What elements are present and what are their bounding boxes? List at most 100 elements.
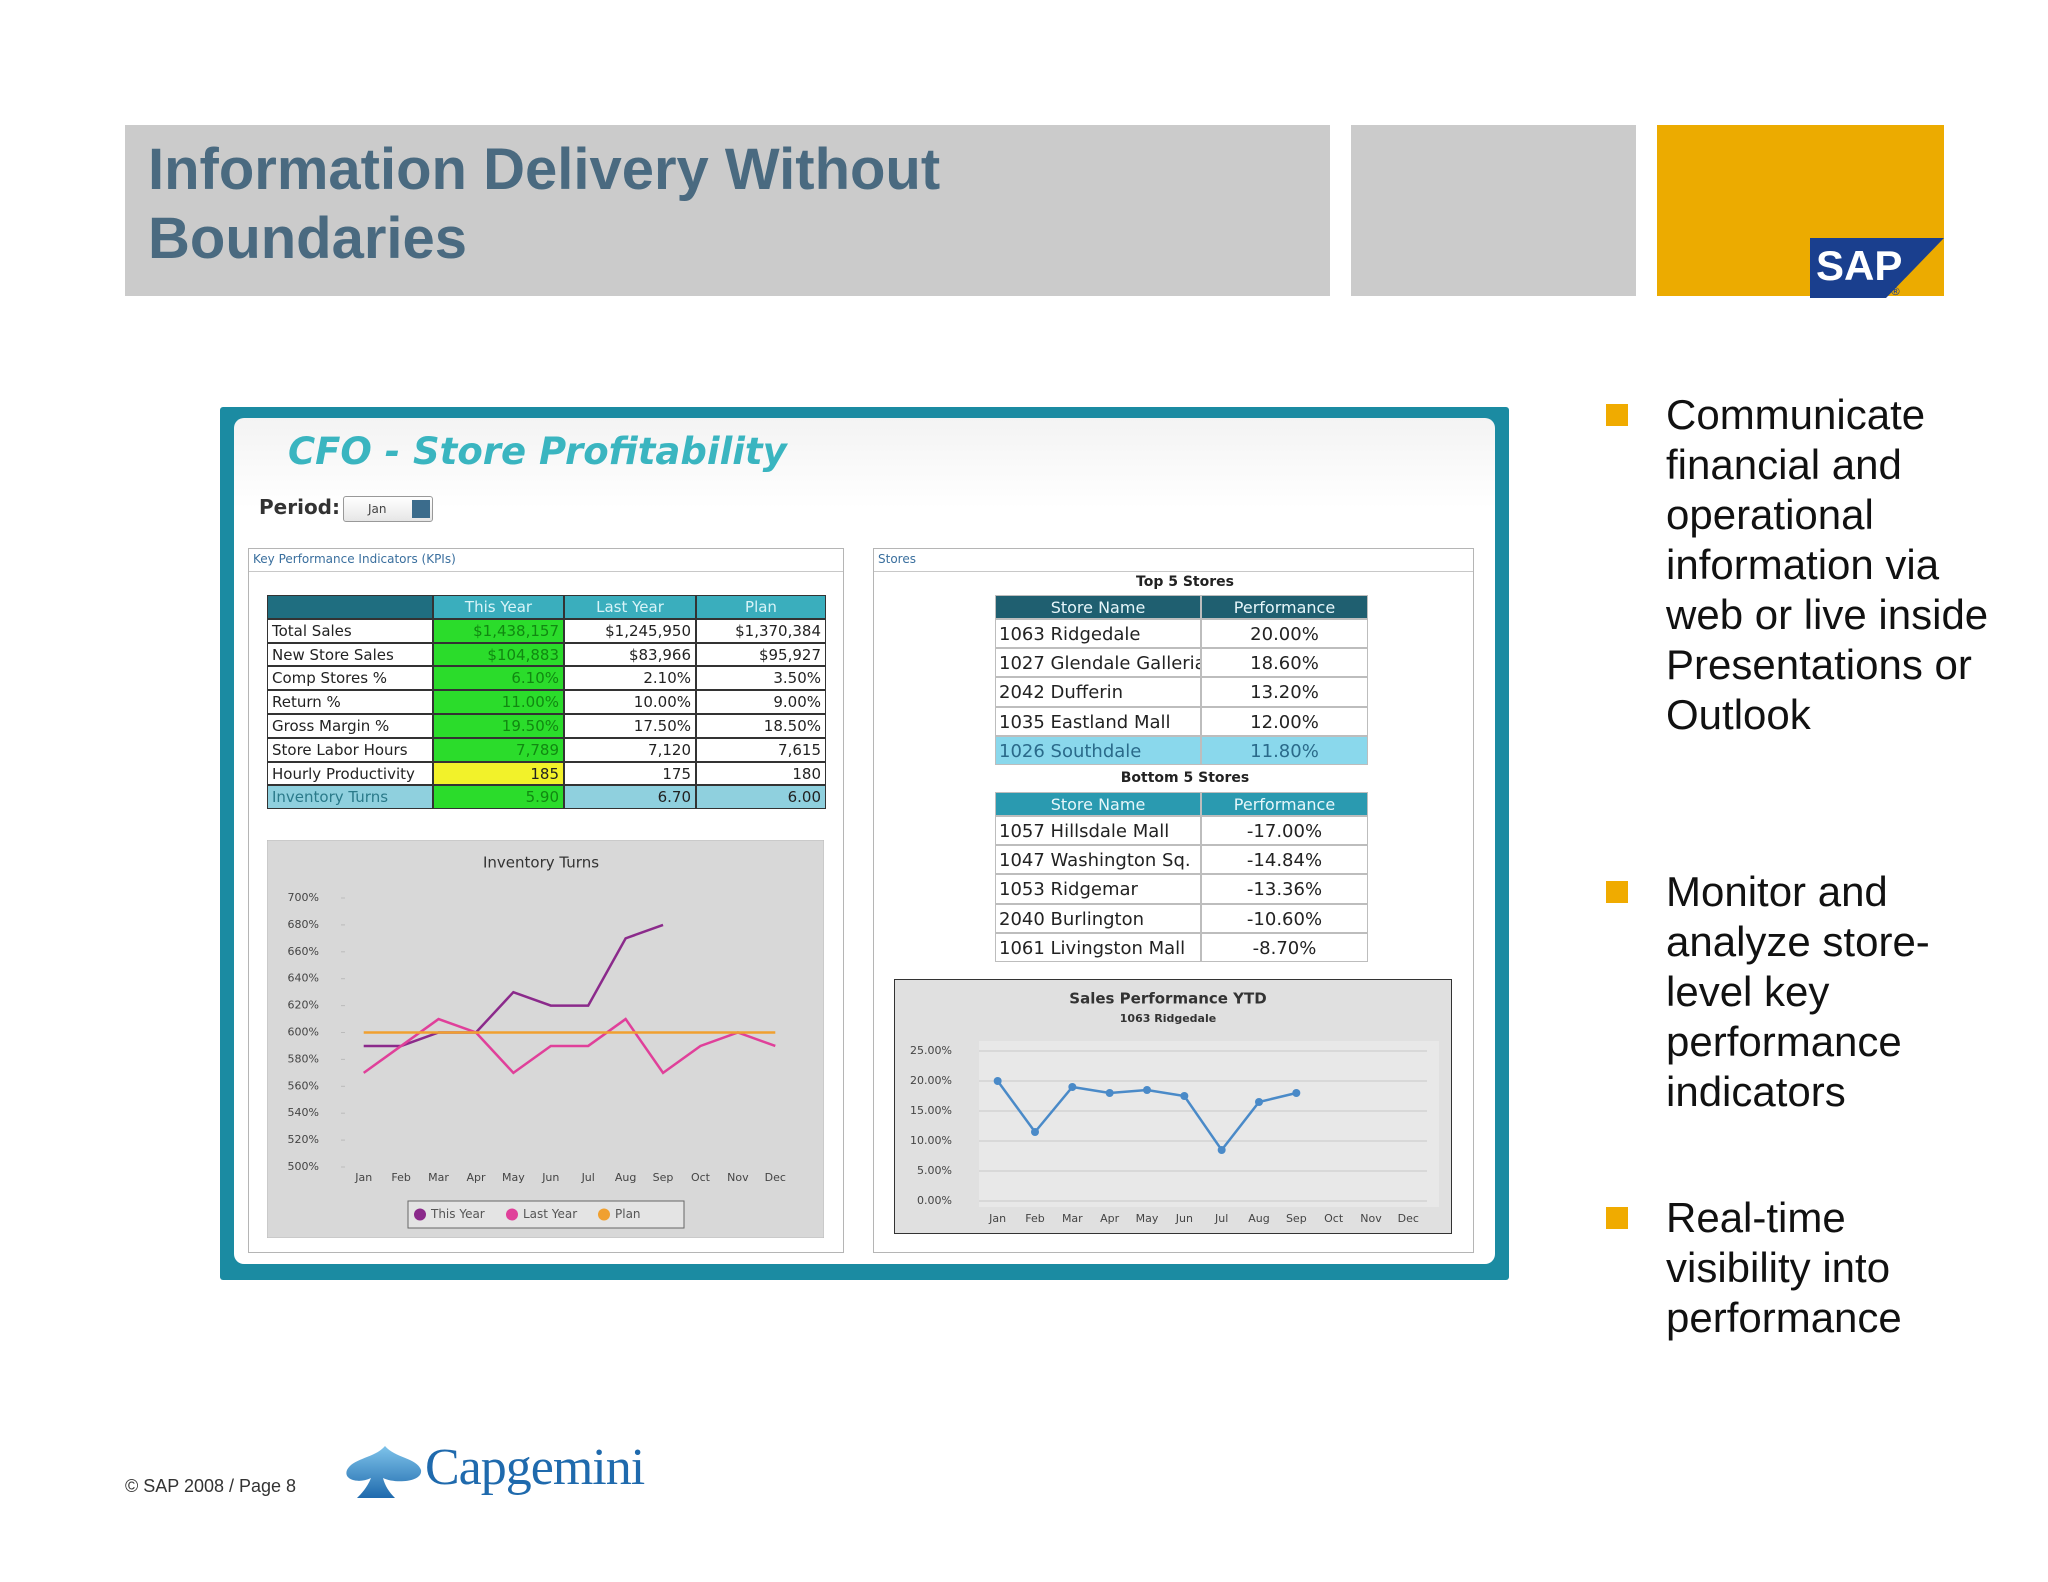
dropdown-button[interactable] xyxy=(412,500,430,518)
table-header-cell: Store Name xyxy=(995,595,1201,619)
inventory-chart: Inventory Turns 700% 680% 660% 640% 620% 600% 5… xyxy=(267,840,824,1238)
table-cell: 13.20% xyxy=(1201,677,1368,707)
y-tick-label: 700% xyxy=(288,891,319,904)
y-tick-label: 600% xyxy=(288,1026,319,1039)
legend-box xyxy=(407,1200,685,1229)
table-cell: 175 xyxy=(564,761,696,786)
y-tick-label: 500% xyxy=(288,1160,319,1173)
table-cell: -13.36% xyxy=(1201,874,1368,904)
table-cell: 18.60% xyxy=(1201,648,1368,678)
table-title: Top 5 Stores xyxy=(1136,574,1234,590)
table-cell: 1053 Ridgemar xyxy=(995,874,1201,904)
table-cell: -14.84% xyxy=(1201,845,1368,875)
sap-logo-shape xyxy=(1810,238,1944,298)
y-tick-label: 680% xyxy=(288,918,319,931)
header-block xyxy=(1351,125,1636,296)
x-tick-label: Dec xyxy=(1398,1212,1419,1225)
row-label: Inventory Turns xyxy=(267,785,433,810)
data-point xyxy=(1105,1089,1114,1097)
panel-divider xyxy=(874,571,1473,572)
data-point xyxy=(1180,1092,1189,1100)
table-title: Bottom 5 Stores xyxy=(1120,770,1250,786)
x-tick-label: Nov xyxy=(1360,1212,1382,1225)
row-label: Store Labor Hours xyxy=(267,737,433,762)
table-cell: 1026 Southdale xyxy=(995,735,1201,765)
x-tick-label: Feb xyxy=(1025,1212,1044,1225)
title-bar xyxy=(125,125,1330,296)
data-point xyxy=(1217,1146,1226,1154)
bullet-marker xyxy=(1606,404,1628,426)
y-tick-label: 580% xyxy=(288,1052,319,1065)
legend-swatch xyxy=(506,1208,518,1221)
table-cell: 18.50% xyxy=(696,714,826,738)
x-tick-label: Aug xyxy=(1248,1212,1269,1225)
x-tick-label: Feb xyxy=(391,1171,410,1184)
data-point xyxy=(1068,1083,1077,1091)
sales-chart: Sales Performance YTD 1063 Ridgedale 25.00… xyxy=(894,979,1452,1234)
bullet-marker xyxy=(1606,1207,1628,1229)
x-tick-label: Jul xyxy=(1214,1212,1228,1225)
x-tick-label: Nov xyxy=(727,1171,749,1184)
table-cell: 180 xyxy=(696,761,826,786)
bullet-marker xyxy=(1606,881,1628,903)
x-tick-label: May xyxy=(1136,1212,1159,1225)
period-label: Period: xyxy=(259,495,340,519)
x-tick-label: Mar xyxy=(428,1171,449,1184)
table-cell: $95,927 xyxy=(696,642,826,667)
table-cell: 185 xyxy=(433,761,564,786)
capgemini-logo: Capgemini xyxy=(425,1439,645,1496)
table-cell: 2040 Burlington xyxy=(995,903,1201,933)
table-cell: 2.10% xyxy=(564,666,696,691)
x-tick-label: Aug xyxy=(615,1171,636,1184)
table-cell: 12.00% xyxy=(1201,706,1368,736)
table-header-cell: This Year xyxy=(433,595,564,619)
legend-swatch xyxy=(598,1208,610,1221)
series-line xyxy=(362,1017,776,1075)
table-cell: 9.00% xyxy=(696,690,826,714)
table-cell: 2042 Dufferin xyxy=(995,677,1201,707)
y-tick-label: 15.00% xyxy=(910,1104,952,1117)
copyright: © SAP 2008 / Page 8 xyxy=(125,1476,297,1496)
table-cell: $1,370,384 xyxy=(696,618,826,643)
table-cell: -8.70% xyxy=(1201,932,1368,962)
table-cell: $83,966 xyxy=(564,642,696,667)
chart-subtitle: 1063 Ridgedale xyxy=(1120,1012,1216,1025)
table-cell: $1,438,157 xyxy=(433,618,564,643)
y-tick-label: 5.00% xyxy=(917,1164,952,1177)
table-header-cell: Store Name xyxy=(995,792,1201,816)
table-cell: -10.60% xyxy=(1201,903,1368,933)
x-tick-label: Sep xyxy=(653,1171,674,1184)
table-cell: 20.00% xyxy=(1201,619,1368,649)
sap-logo-mark: ® xyxy=(1890,285,1901,298)
table-cell: 1061 Livingston Mall xyxy=(995,932,1201,962)
y-tick-label: 0.00% xyxy=(917,1194,952,1207)
table-cell: 3.50% xyxy=(696,666,826,691)
table-cell: 1047 Washington Sq. xyxy=(995,845,1201,875)
period-select[interactable]: Jan xyxy=(343,496,433,522)
sap-logo-text: SAP xyxy=(1816,242,1902,289)
dashboard-title: CFO - Store Profitability xyxy=(288,430,787,473)
x-tick-label: Jan xyxy=(988,1212,1006,1225)
y-tick-label: 620% xyxy=(288,999,319,1012)
table-cell: 6.10% xyxy=(433,666,564,691)
table-header-cell: Last Year xyxy=(564,595,696,619)
y-tick-label: 540% xyxy=(288,1106,319,1119)
bullet-text: Communicate financial and operational in… xyxy=(1666,391,1989,738)
legend-swatch xyxy=(414,1208,426,1221)
legend-label: Plan xyxy=(615,1207,641,1221)
bullet-text: Monitor and analyze store-level key perf… xyxy=(1666,868,1930,1115)
x-tick-label: Sep xyxy=(1286,1212,1307,1225)
x-tick-label: Oct xyxy=(1324,1212,1344,1225)
legend-label: Last Year xyxy=(523,1207,577,1221)
y-tick-label: 20.00% xyxy=(910,1074,952,1087)
table-cell: 1057 Hillsdale Mall xyxy=(995,816,1201,846)
table-cell: 5.90 xyxy=(433,785,564,810)
table-cell: 11.80% xyxy=(1201,735,1368,765)
row-label: Hourly Productivity xyxy=(267,761,433,786)
y-tick-label: 560% xyxy=(288,1079,319,1092)
x-tick-label: Oct xyxy=(691,1171,711,1184)
table-cell: 1035 Eastland Mall xyxy=(995,706,1201,736)
capgemini-spade xyxy=(346,1446,422,1498)
table-cell: 7,120 xyxy=(564,737,696,762)
